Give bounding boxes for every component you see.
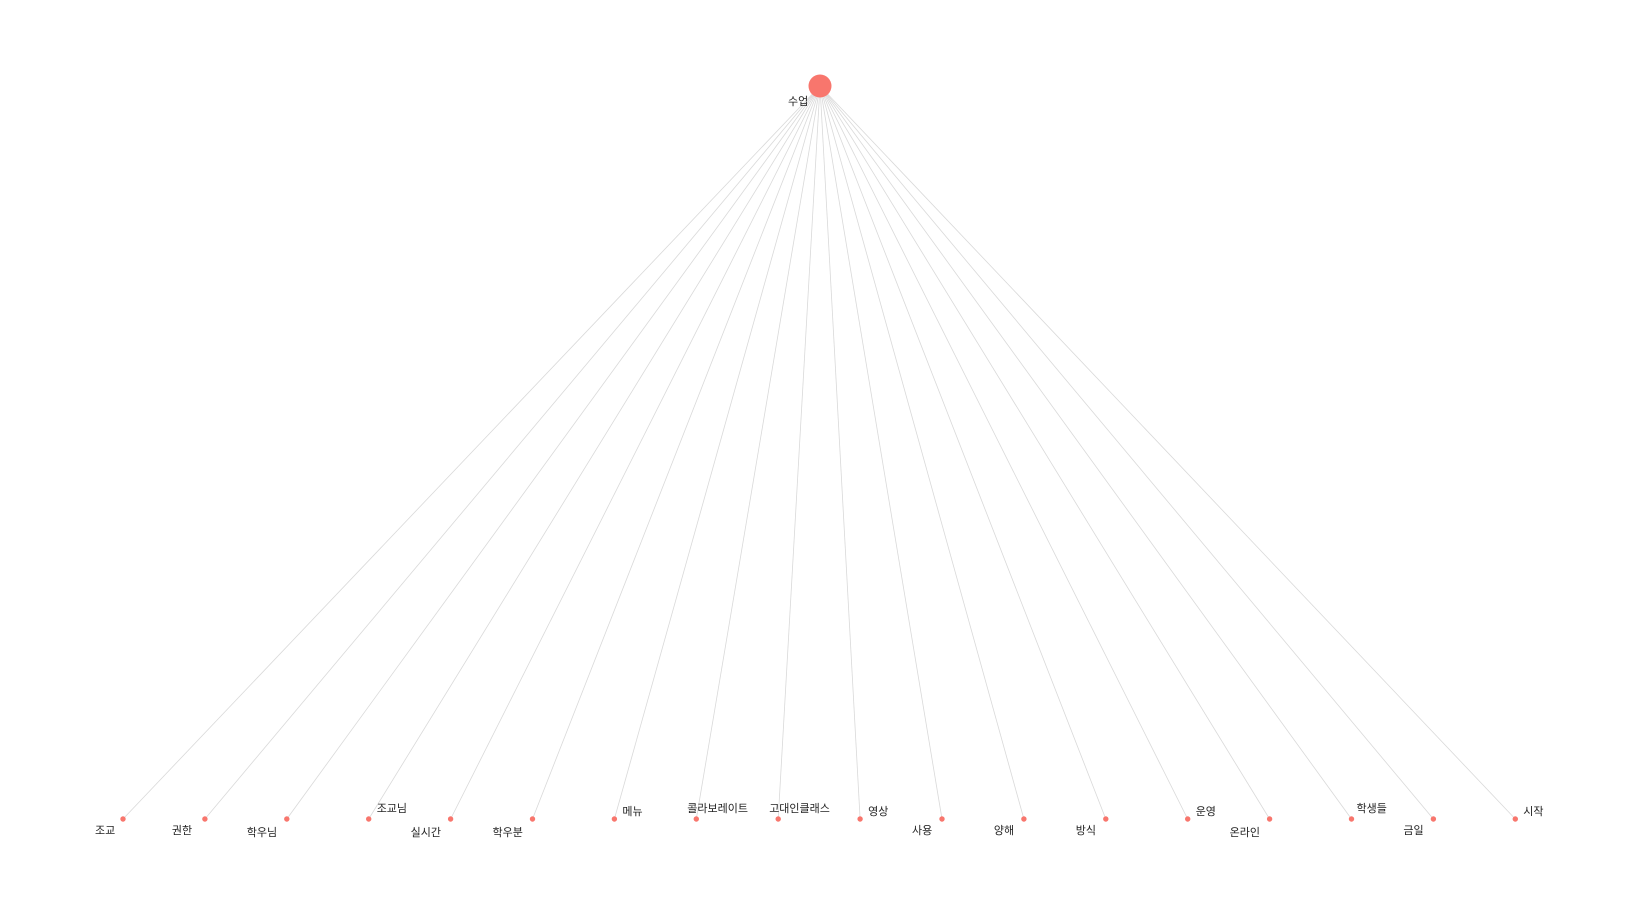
edge-root-to-시작 [820, 86, 1515, 819]
leaf-label: 사용 [912, 824, 932, 837]
leaf-label: 고대인클래스 [769, 802, 830, 815]
leaf-node[interactable] [694, 816, 699, 821]
leaf-node[interactable] [284, 816, 289, 821]
leaf-label: 권한 [172, 824, 192, 837]
leaf-label: 조교님 [377, 802, 407, 815]
edge-root-to-사용 [820, 86, 942, 819]
edge-root-to-학우분 [533, 86, 821, 819]
leaf-node[interactable] [366, 816, 371, 821]
leaf-node[interactable] [776, 816, 781, 821]
leaf-label: 학우분 [493, 826, 523, 839]
leaf-label: 실시간 [411, 826, 441, 839]
edge-root-to-고대인클래스 [778, 86, 820, 819]
leaf-node[interactable] [612, 816, 617, 821]
leaf-node[interactable] [1185, 816, 1190, 821]
leaf-label: 학생들 [1357, 802, 1387, 815]
leaf-label: 조교 [95, 824, 115, 837]
leaf-node[interactable] [1103, 816, 1108, 821]
leaf-node[interactable] [1267, 816, 1272, 821]
leaf-node[interactable] [939, 816, 944, 821]
edge-root-to-콜라보레이트 [696, 86, 820, 819]
leaf-label: 콜라보레이트 [687, 802, 748, 815]
leaf-node[interactable] [448, 816, 453, 821]
edge-root-to-조교님 [369, 86, 820, 819]
leaf-node[interactable] [1349, 816, 1354, 821]
edge-root-to-메뉴 [614, 86, 820, 819]
edge-root-to-권한 [205, 86, 820, 819]
leaf-label: 온라인 [1230, 826, 1260, 839]
leaf-label: 방식 [1076, 824, 1096, 837]
edge-root-to-실시간 [451, 86, 820, 819]
edge-root-to-방식 [820, 86, 1106, 819]
edge-root-to-학생들 [820, 86, 1352, 819]
leaf-label: 영상 [868, 805, 888, 818]
leaf-node[interactable] [1021, 816, 1026, 821]
leaf-label: 학우님 [247, 826, 277, 839]
root-label: 수업 [788, 95, 808, 108]
leaf-node[interactable] [530, 816, 535, 821]
leaf-label: 메뉴 [622, 805, 642, 818]
edges-layer [123, 86, 1515, 819]
edge-root-to-영상 [820, 86, 860, 819]
leaf-label: 양해 [994, 823, 1014, 837]
leaf-label: 시작 [1523, 805, 1543, 818]
edge-root-to-온라인 [820, 86, 1270, 819]
leaf-label: 금일 [1403, 823, 1423, 837]
leaf-node[interactable] [1513, 816, 1518, 821]
leaf-node[interactable] [857, 816, 862, 821]
edge-root-to-학우님 [287, 86, 820, 819]
edge-root-to-운영 [820, 86, 1188, 819]
edge-root-to-금일 [820, 86, 1433, 819]
leaf-node[interactable] [202, 816, 207, 821]
edge-root-to-조교 [123, 86, 820, 819]
leaf-label: 운영 [1196, 805, 1216, 818]
leaf-node[interactable] [120, 816, 125, 821]
leaf-node[interactable] [1431, 816, 1436, 821]
edge-root-to-양해 [820, 86, 1024, 819]
root-node[interactable] [809, 75, 832, 98]
nodes-layer [120, 75, 1518, 822]
